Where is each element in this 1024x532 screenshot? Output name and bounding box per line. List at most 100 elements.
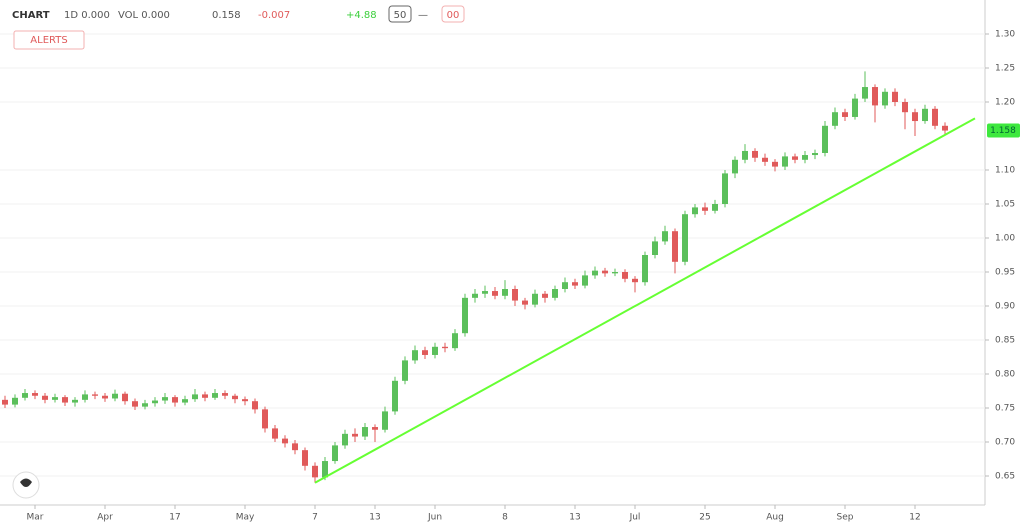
candle-body <box>532 293 538 305</box>
candle-body <box>352 433 358 437</box>
candle-body <box>52 397 58 400</box>
x-tick-label: 7 <box>312 513 318 523</box>
x-tick-label: 17 <box>169 513 180 523</box>
y-tick-label: 1.30 <box>995 30 1015 40</box>
candle-body <box>622 272 628 279</box>
button-frame[interactable] <box>388 5 412 23</box>
candle-body <box>372 427 378 430</box>
candle-body <box>222 393 228 396</box>
candle-body <box>862 87 868 99</box>
button-frame[interactable] <box>441 5 465 23</box>
candle-body <box>472 293 478 298</box>
candle-body <box>212 393 218 398</box>
candle-body <box>392 380 398 412</box>
candle-body <box>102 395 108 399</box>
candle-body <box>322 461 328 478</box>
candle-body <box>682 214 688 262</box>
candle-body <box>722 173 728 204</box>
candle-body <box>812 153 818 156</box>
candle-body <box>292 443 298 451</box>
candle-body <box>742 150 748 160</box>
y-tick-label: 0.65 <box>995 472 1015 482</box>
change-label: 0.158 <box>212 10 241 21</box>
y-tick-label: 0.70 <box>995 438 1015 448</box>
candle-body <box>892 91 898 102</box>
candle-body <box>402 360 408 381</box>
x-tick-label: Sep <box>837 513 854 523</box>
alert[interactable]: ALERTS <box>30 35 67 46</box>
button[interactable]: 00 <box>447 10 460 21</box>
candle-body <box>42 395 48 400</box>
alert-frame[interactable] <box>13 30 85 50</box>
candle-body <box>382 411 388 430</box>
y-tick-label: 0.85 <box>995 336 1015 346</box>
candle-body <box>2 399 8 405</box>
change: -0.007 <box>258 10 290 21</box>
candle-body <box>452 333 458 349</box>
candle-body <box>832 112 838 126</box>
y-tick-label: 1.25 <box>995 64 1015 74</box>
candle-body <box>592 270 598 276</box>
y-tick-label: 0.80 <box>995 370 1015 380</box>
button[interactable]: — <box>418 10 428 21</box>
percent: +4.88 <box>346 10 377 21</box>
y-tick-label: 0.95 <box>995 268 1015 278</box>
y-tick-label: 1.05 <box>995 200 1015 210</box>
candle-body <box>662 231 668 242</box>
candle-body <box>232 395 238 400</box>
candle-body <box>552 289 558 298</box>
candle-body <box>92 394 98 396</box>
candle-body <box>782 156 788 167</box>
candle-body <box>702 207 708 211</box>
candle-body <box>522 300 528 305</box>
x-tick-label: 13 <box>369 513 380 523</box>
symbol: CHART <box>12 10 50 21</box>
candle-body <box>32 393 38 396</box>
header: CHART 1D 0.000 VOL 0.000 0.158 -0.007 +4… <box>12 5 465 50</box>
candle-body <box>192 394 198 400</box>
candle-body <box>422 350 428 355</box>
interval: 1D 0.000 <box>64 10 110 21</box>
candle-body <box>582 275 588 286</box>
button[interactable]: 50 <box>394 10 407 21</box>
logo-icon <box>20 478 32 487</box>
candle-body <box>492 291 498 296</box>
candle-body <box>202 394 208 398</box>
candle-body <box>842 112 848 117</box>
candle-body <box>882 91 888 106</box>
price-badge-label: 1.158 <box>990 126 1016 136</box>
x-tick-label: 8 <box>502 513 508 523</box>
candle-body <box>332 445 338 462</box>
candle-body <box>672 231 678 262</box>
candle-body <box>312 465 318 478</box>
candle-body <box>482 291 488 294</box>
candle-body <box>342 433 348 446</box>
candle-body <box>512 289 518 301</box>
candle-body <box>502 289 508 296</box>
x-tick-label: Apr <box>97 513 113 523</box>
candle-body <box>632 278 638 283</box>
candle-body <box>62 397 68 403</box>
candle-body <box>762 157 768 162</box>
candle-body <box>462 297 468 334</box>
y-tick-label: 0.75 <box>995 404 1015 414</box>
x-tick-label: 13 <box>569 513 580 523</box>
x-tick-label: Aug <box>766 513 784 523</box>
candle-body <box>602 270 608 274</box>
candle-body <box>432 346 438 355</box>
candle-body <box>692 207 698 215</box>
candle-body <box>912 112 918 122</box>
candle-body <box>172 397 178 403</box>
candle-body <box>262 409 268 429</box>
candle-body <box>902 102 908 113</box>
candle-body <box>922 108 928 122</box>
candle-body <box>282 438 288 444</box>
candle-body <box>152 400 158 404</box>
x-tick-label: 12 <box>909 513 920 523</box>
x-tick-label: Jun <box>427 513 442 523</box>
candle-body <box>872 87 878 106</box>
price-badge <box>987 123 1020 138</box>
candle-body <box>792 156 798 160</box>
x-tick-label: Mar <box>27 513 44 523</box>
